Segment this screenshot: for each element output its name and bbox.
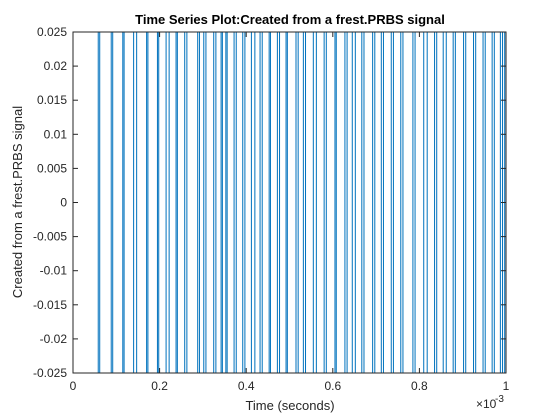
- x-axis-exponent-power: -3: [495, 394, 504, 405]
- y-tick-label: 0.025: [37, 25, 67, 39]
- chart-title: Time Series Plot:Created from a frest.PR…: [135, 12, 445, 27]
- x-tick-label: 0.6: [324, 379, 341, 393]
- x-tick-label: 0.4: [238, 379, 255, 393]
- plot-area[interactable]: 0 0.2 0.4 0.6 0.8 1 -0.025-0.02-0.015-0.01-0.…: [33, 25, 510, 393]
- y-tick-label: 0.02: [44, 59, 68, 73]
- series-line: [73, 31, 506, 374]
- x-tick-label: 0.2: [151, 379, 168, 393]
- y-tick-label: 0.01: [44, 127, 68, 141]
- y-axis-ticks: -0.025 -0.02 -0.015 -0.01 -0.005 0 0.005 0.01 0.…: [33, 25, 506, 380]
- x-tick-label: 0: [70, 379, 77, 393]
- series-group: [73, 31, 506, 374]
- y-tick-label: 0: [60, 196, 67, 210]
- y-tick-label: -0.025: [33, 366, 67, 380]
- x-axis-exponent: ×10 -3: [476, 394, 504, 411]
- y-axis-label: Created from a frest.PRBS signal: [10, 106, 25, 298]
- y-tick-label: 0.005: [37, 161, 67, 175]
- y-tick-label: -0.02: [40, 332, 68, 346]
- x-axis-label: Time (seconds): [245, 398, 334, 413]
- y-tick-label: -0.01: [40, 264, 68, 278]
- axes-background: [73, 32, 506, 373]
- y-tick-label: -0.005: [33, 230, 67, 244]
- y-tick-label: -0.015: [33, 298, 67, 312]
- x-tick-label: 0.8: [411, 379, 428, 393]
- x-tick-label: 1: [503, 379, 510, 393]
- y-tick-label: 0.015: [37, 93, 67, 107]
- x-axis-exponent-base: ×10: [476, 397, 497, 411]
- x-axis-ticks: 0 0.2 0.4 0.6 0.8 1: [70, 32, 510, 393]
